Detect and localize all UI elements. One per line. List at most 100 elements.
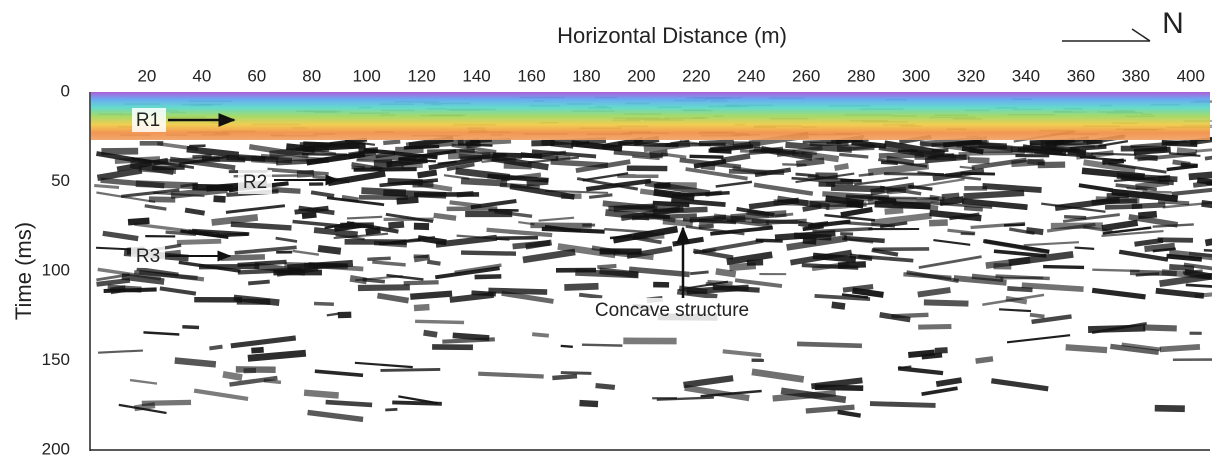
x-tick-label: 180 (572, 66, 600, 85)
reflection (500, 172, 542, 182)
reflection (298, 205, 335, 216)
reflection (460, 177, 508, 187)
reflection (824, 213, 876, 222)
reflection (839, 152, 869, 159)
reflection (159, 286, 197, 296)
reflection (671, 197, 726, 208)
reflection (1135, 272, 1160, 277)
reflection (446, 162, 475, 172)
reflection (1041, 202, 1106, 213)
reflection (967, 156, 990, 164)
reflection (103, 287, 157, 294)
reflection (810, 377, 863, 390)
reflection (263, 378, 282, 385)
reflection (1031, 314, 1072, 325)
reflection (676, 288, 718, 300)
y-tick-label: 100 (42, 260, 70, 279)
reflection (550, 159, 609, 168)
reflection (672, 236, 704, 247)
reflection (1171, 186, 1212, 196)
reflection (1091, 287, 1146, 300)
reflection (1131, 202, 1166, 210)
reflection (588, 193, 613, 199)
reflection (1000, 276, 1044, 280)
reflection (275, 236, 298, 243)
reflection (1064, 214, 1087, 220)
reflection (684, 384, 750, 402)
reflection (446, 206, 498, 212)
reflection (437, 160, 457, 165)
reflection (372, 260, 406, 267)
reflection (683, 375, 734, 389)
reflection (248, 144, 309, 159)
reflection (1065, 344, 1108, 354)
reflection (474, 274, 502, 280)
reflection (754, 167, 792, 178)
x-tick-label: 140 (462, 66, 490, 85)
reflection (1050, 222, 1103, 230)
reflection (903, 272, 952, 281)
reflection (928, 219, 948, 227)
annotation: R3 (136, 246, 160, 267)
reflection (884, 207, 904, 215)
reflection (918, 255, 982, 269)
reflection (310, 190, 335, 198)
reflection (522, 248, 576, 264)
reflection (363, 148, 396, 155)
reflection (854, 176, 909, 186)
reflection (858, 172, 874, 177)
x-tick-label: 200 (627, 66, 655, 85)
reflection (740, 149, 780, 154)
reflection (251, 346, 264, 354)
reflection (532, 332, 550, 338)
reflection (870, 182, 915, 196)
reflection (145, 235, 176, 238)
reflection (868, 227, 920, 231)
x-tick-label: 380 (1122, 66, 1150, 85)
reflection (791, 176, 808, 181)
reflection (921, 386, 958, 397)
reflection (454, 263, 502, 275)
reflection (689, 270, 709, 276)
reflection (1118, 249, 1169, 262)
reflection (303, 141, 334, 147)
reflection (759, 273, 787, 276)
reflection (174, 357, 217, 368)
reflection (698, 223, 714, 229)
reflection (1157, 199, 1190, 206)
reflection (1155, 287, 1205, 299)
reflection (1022, 144, 1063, 156)
reflection (595, 382, 616, 391)
x-tick-label: 240 (737, 66, 765, 85)
reflection (1159, 344, 1201, 353)
reflection (917, 170, 982, 181)
reflection (1142, 190, 1172, 194)
reflection (415, 319, 465, 325)
reflection (748, 197, 800, 210)
reflection (1135, 179, 1170, 190)
reflection (689, 154, 724, 159)
reflection (809, 200, 859, 207)
reflection (685, 167, 748, 181)
reflection (751, 358, 764, 362)
reflection (248, 279, 270, 286)
reflection (963, 189, 1025, 200)
reflection (617, 174, 659, 179)
reflection (969, 146, 1013, 153)
reflection (715, 180, 753, 188)
reflection (432, 344, 473, 351)
reflection (1087, 324, 1146, 334)
reflection (1092, 268, 1140, 273)
reflection (129, 378, 158, 385)
reflection (525, 239, 553, 250)
reflection (1203, 249, 1212, 253)
reflection (1204, 231, 1212, 247)
reflection (599, 248, 642, 255)
reflection (385, 212, 434, 224)
reflection (488, 287, 548, 295)
x-tick-label: 320 (957, 66, 985, 85)
seismic-section (94, 96, 1212, 423)
reflection (947, 228, 976, 235)
reflection (170, 186, 228, 199)
x-tick-label: 160 (517, 66, 545, 85)
